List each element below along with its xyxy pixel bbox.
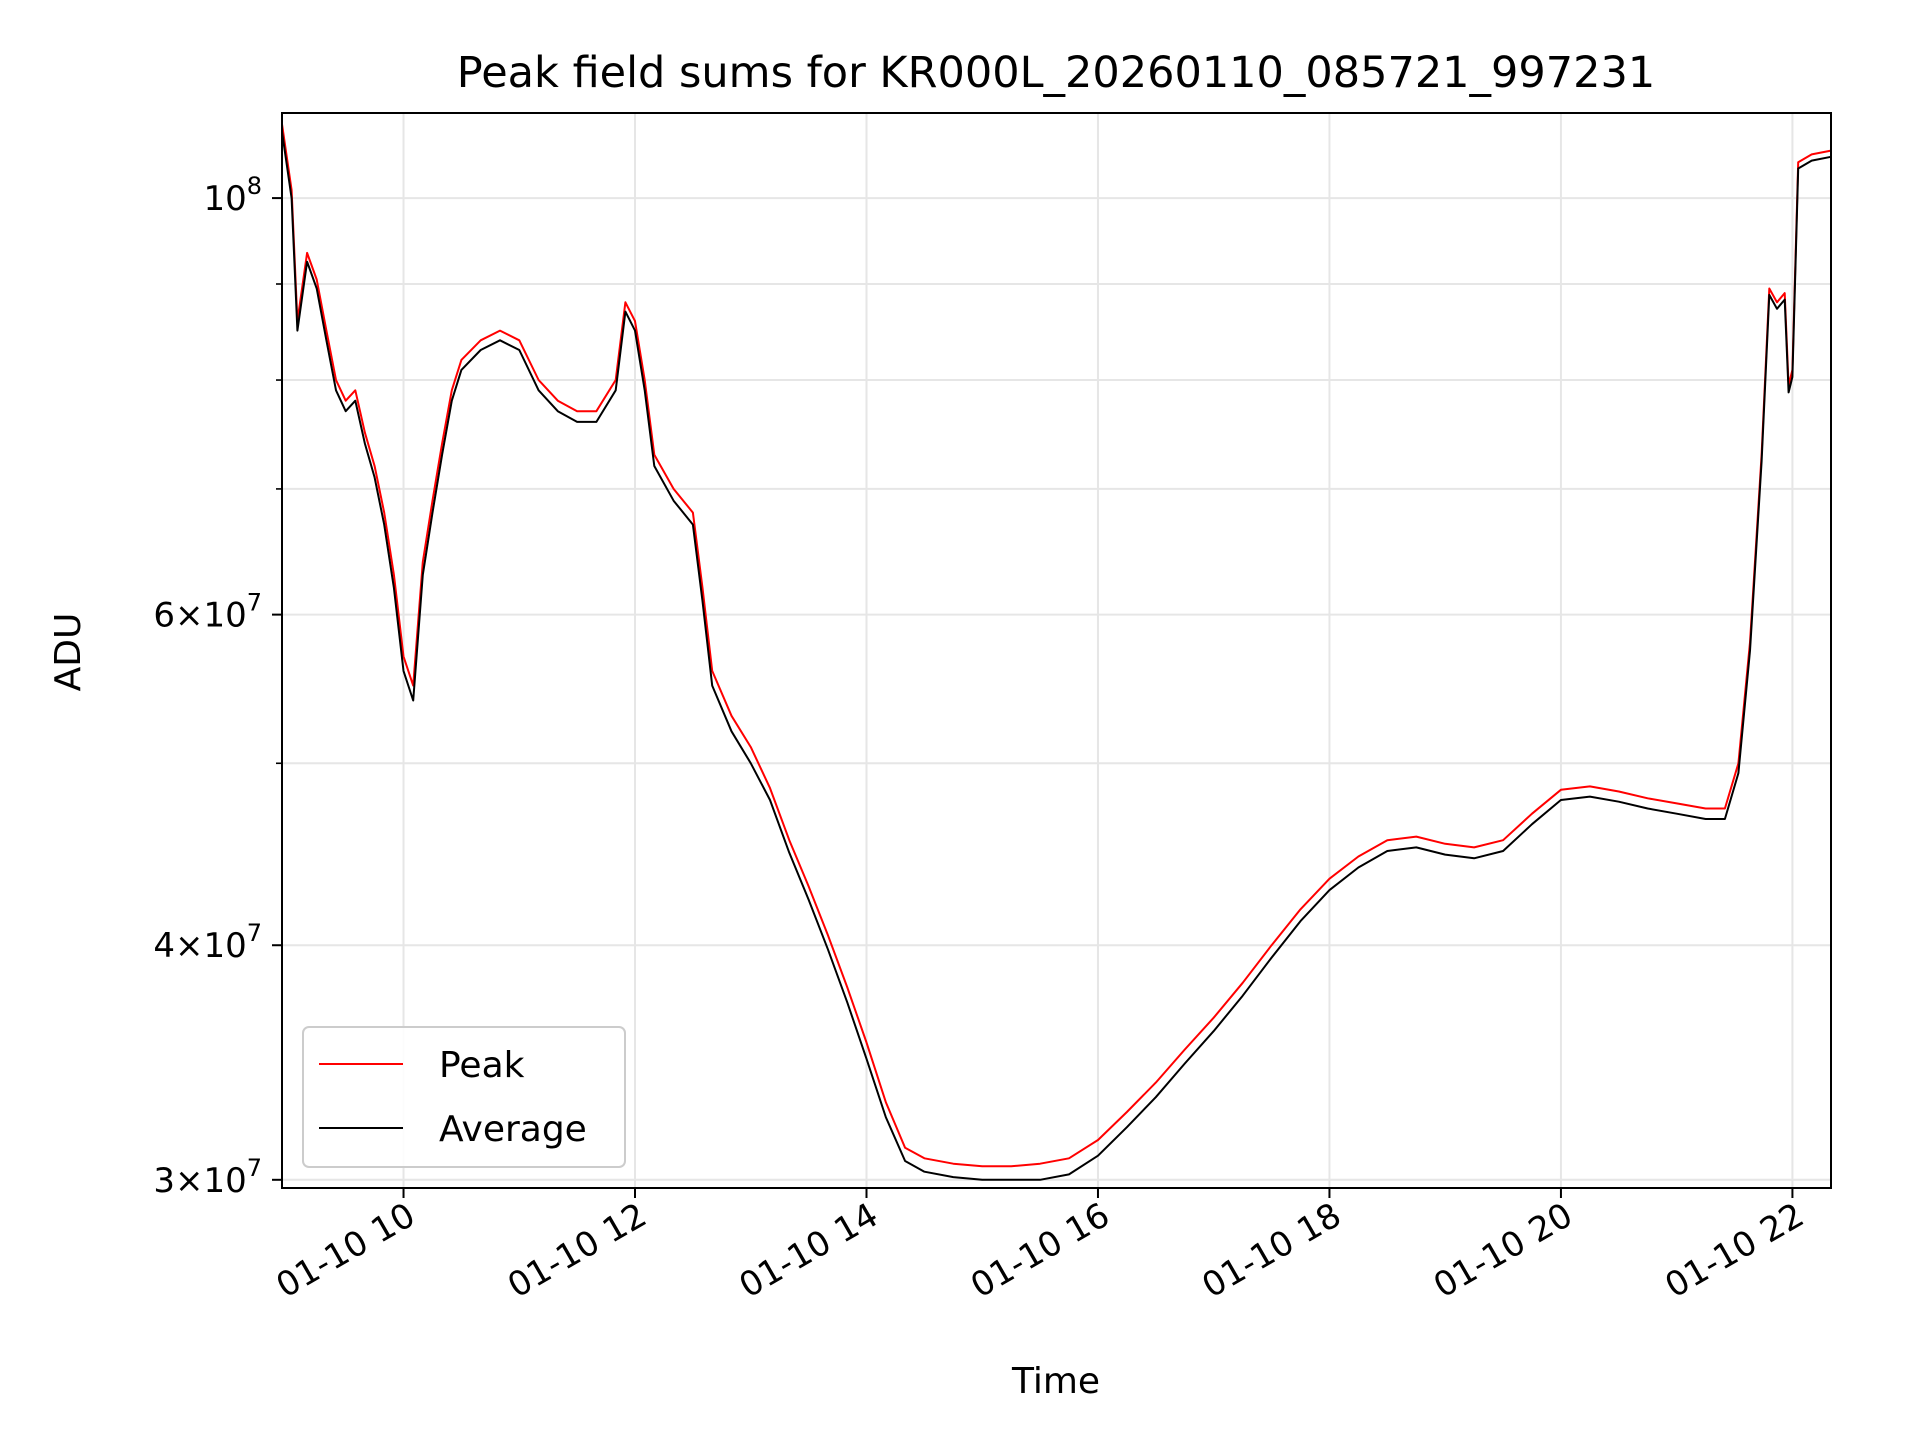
series-line-peak — [281, 123, 1832, 1168]
x-tick-label: 01-10 10 — [270, 1195, 422, 1306]
x-tick-label: 01-10 14 — [733, 1195, 885, 1306]
legend-box — [302, 1026, 626, 1168]
y-tick-label: 4×107 — [153, 919, 262, 966]
grid-lines — [282, 113, 1831, 1188]
x-tick-label: 01-10 16 — [964, 1195, 1116, 1306]
legend: Peak Average — [302, 1026, 626, 1168]
plot-series — [281, 123, 1832, 1181]
y-tick-label: 6×107 — [153, 589, 262, 636]
x-tick-label: 01-10 12 — [501, 1195, 653, 1306]
x-tick-label: 01-10 22 — [1659, 1195, 1811, 1306]
plot-frame — [281, 112, 1832, 1189]
y-axis-title: ADU — [48, 613, 89, 692]
series-line-average — [281, 131, 1832, 1181]
x-tick-label: 01-10 18 — [1196, 1195, 1348, 1306]
x-tick-label: 01-10 20 — [1427, 1195, 1579, 1306]
legend-label-peak: Peak — [439, 1045, 525, 1086]
y-tick-label: 3×107 — [153, 1154, 262, 1201]
x-axis-title: Time — [1011, 1361, 1100, 1402]
chart-title: Peak field sums for KR000L_20260110_0857… — [457, 48, 1655, 98]
y-tick-label: 108 — [203, 172, 262, 219]
legend-label-average: Average — [439, 1109, 587, 1150]
